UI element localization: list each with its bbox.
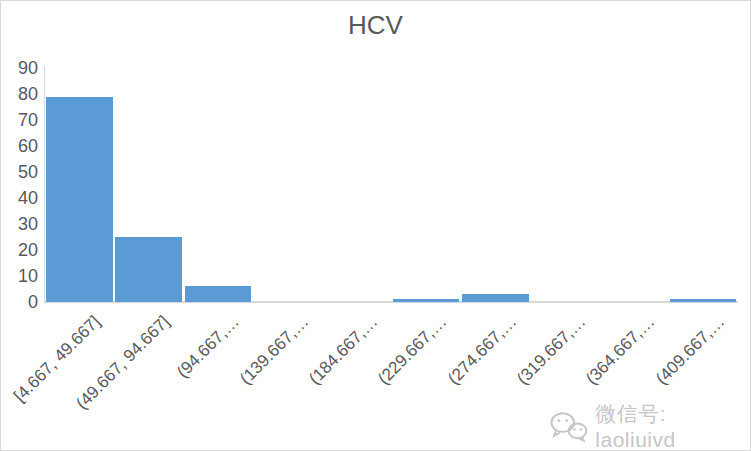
watermark: 微信号: laoliuivd [549,400,750,451]
x-axis-category-label: (364.667,… [582,312,659,389]
y-axis-tick-label: 30 [1,214,38,234]
histogram-bar [115,237,182,302]
y-axis-tick-label: 20 [1,240,38,260]
histogram-bar [185,286,252,302]
y-axis-tick-label: 10 [1,266,38,286]
y-axis-tick-label: 50 [1,162,38,182]
x-axis-category-label: (139.667,… [236,312,313,389]
y-axis-tick-label: 60 [1,136,38,156]
histogram-bar [462,294,529,302]
x-axis-category-label: (229.667,… [374,312,451,389]
watermark-text: 微信号: laoliuivd [595,400,750,451]
y-axis-tick-label: 90 [1,58,38,78]
x-axis-category-label: (409.667,… [652,312,729,389]
y-axis-tick-label: 70 [1,110,38,130]
wechat-icon [549,410,588,442]
chart-title: HCV [1,10,750,41]
chart-canvas: HCV 0102030405060708090 [4.667, 49.667](… [0,0,751,451]
histogram-bar [670,299,737,302]
histogram-bar [393,299,460,302]
y-axis-line [44,66,45,303]
y-axis-tick-label: 40 [1,188,38,208]
y-axis-tick-label: 80 [1,84,38,104]
x-axis-category-label: (184.667,… [305,312,382,389]
x-axis-category-label: (319.667,… [513,312,590,389]
y-axis-tick-label: 0 [1,292,38,312]
x-axis-category-label: (274.667,… [444,312,521,389]
x-axis-category-label: (94.667,… [173,312,243,382]
histogram-bar [46,97,113,302]
